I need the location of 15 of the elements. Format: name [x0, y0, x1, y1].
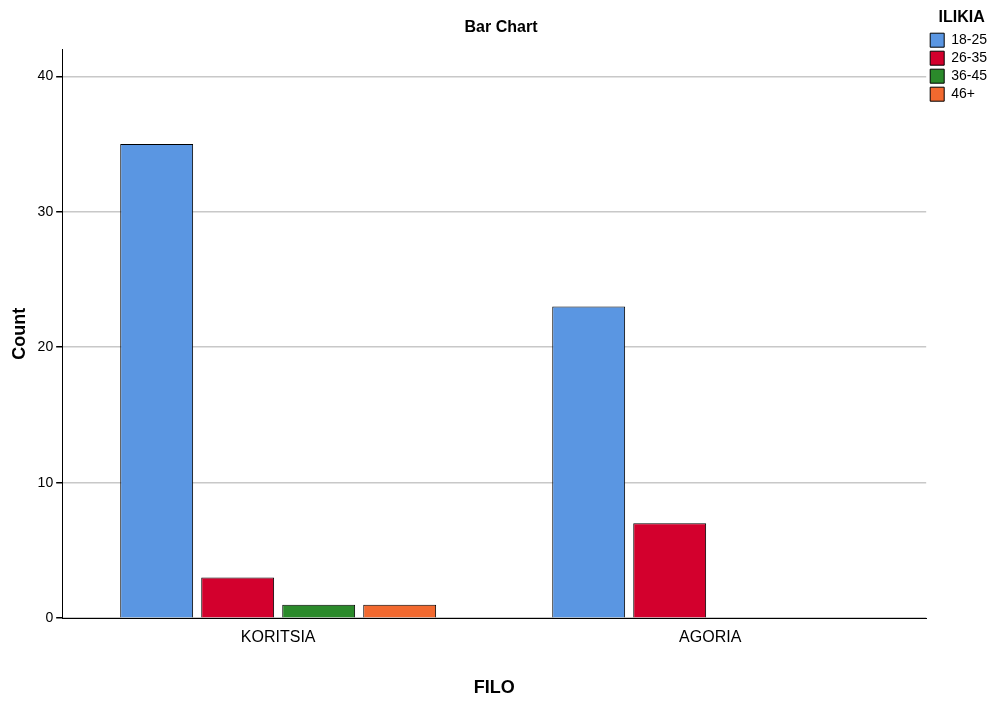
x-tick-label: AGORIA [679, 628, 742, 646]
y-tick-label: 30 [37, 202, 54, 219]
y-axis-title: Count [8, 307, 29, 360]
y-tick-label: 40 [37, 67, 54, 84]
legend-label: 36-45 [951, 67, 988, 84]
legend-label: 18-25 [951, 31, 988, 48]
legend-label: 46+ [951, 85, 975, 102]
legend-label: 26-35 [951, 49, 988, 66]
legend-title: ILIKIA [938, 8, 986, 26]
y-tick-label: 0 [45, 609, 54, 626]
y-tick-label: 10 [37, 473, 54, 490]
x-tick-label: KORITSIA [240, 628, 316, 646]
y-tick-label: 20 [37, 338, 54, 355]
chart-title: Bar Chart [464, 18, 539, 36]
x-axis-title: FILO [473, 677, 515, 698]
